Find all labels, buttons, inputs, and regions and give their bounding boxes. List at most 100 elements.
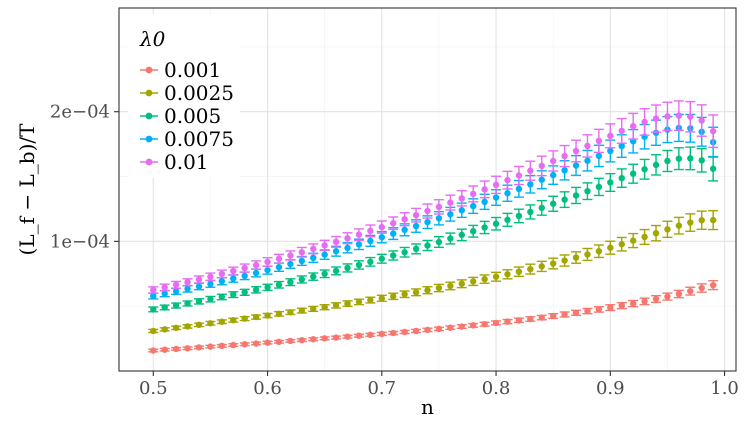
series-0.01 <box>148 100 719 294</box>
x-tick-label: 0.6 <box>253 378 282 399</box>
data-point <box>184 278 191 286</box>
data-point <box>412 211 420 219</box>
data-point <box>390 329 397 337</box>
data-point <box>584 187 591 195</box>
data-point <box>378 295 385 302</box>
data-point <box>709 127 717 135</box>
data-point <box>492 194 500 201</box>
data-point <box>310 305 317 313</box>
data-point <box>172 345 180 353</box>
data-point <box>150 347 157 354</box>
y-tick-label: 1e−04 <box>50 231 110 252</box>
data-point <box>207 295 214 303</box>
data-point <box>629 170 637 177</box>
data-point <box>664 157 671 165</box>
data-point <box>675 155 683 162</box>
data-point <box>241 264 248 272</box>
data-point <box>150 292 157 300</box>
data-point <box>412 327 420 335</box>
data-point <box>572 254 580 261</box>
data-point <box>504 190 511 197</box>
data-point <box>470 190 477 198</box>
data-point <box>241 289 248 296</box>
data-point <box>607 244 614 251</box>
data-point <box>470 202 477 210</box>
data-point <box>595 183 603 191</box>
data-point <box>447 235 454 242</box>
data-point <box>367 331 374 339</box>
data-point <box>230 316 237 324</box>
data-point <box>527 315 534 323</box>
data-point <box>492 273 500 280</box>
x-axis-title: n <box>421 395 434 419</box>
data-point <box>332 334 340 341</box>
data-point <box>687 287 694 295</box>
data-point <box>275 338 283 346</box>
x-tick-label: 0.9 <box>596 378 625 399</box>
data-point <box>424 207 431 215</box>
data-point <box>641 298 648 305</box>
data-point <box>458 195 465 202</box>
data-point <box>424 326 431 334</box>
data-point <box>492 181 500 189</box>
data-point <box>698 284 705 292</box>
data-point <box>447 199 454 206</box>
data-point <box>538 162 545 170</box>
data-point <box>332 302 340 309</box>
legend-item: 0.01 <box>140 150 209 174</box>
data-point <box>161 326 168 333</box>
data-point <box>561 167 568 174</box>
data-point <box>492 319 500 327</box>
data-point <box>344 235 351 242</box>
data-point <box>561 257 568 264</box>
legend-background <box>128 14 240 178</box>
legend-label: 0.0075 <box>164 127 234 151</box>
data-point <box>412 289 420 296</box>
data-point <box>572 309 580 316</box>
legend-label: 0.005 <box>164 104 221 128</box>
data-point <box>607 147 614 155</box>
data-point <box>595 137 603 145</box>
data-point <box>470 278 477 285</box>
data-point <box>698 117 705 124</box>
legend-key-point <box>145 89 153 97</box>
data-point <box>549 171 557 179</box>
data-point <box>264 266 271 274</box>
data-point <box>275 255 283 262</box>
data-point <box>252 261 260 269</box>
data-point <box>412 245 420 253</box>
data-point <box>652 295 660 303</box>
series-layer <box>148 100 719 354</box>
legend-item: 0.0025 <box>140 81 234 105</box>
legend-key-point <box>145 158 153 166</box>
data-point <box>458 231 465 239</box>
data-point <box>355 241 363 248</box>
data-point <box>629 300 637 307</box>
data-point <box>287 278 294 286</box>
data-point <box>447 324 454 331</box>
data-point <box>310 245 317 253</box>
data-point <box>275 310 283 318</box>
data-point <box>275 263 283 271</box>
data-point <box>378 223 385 231</box>
data-point <box>538 314 545 321</box>
data-point <box>344 244 351 252</box>
data-point <box>549 157 557 165</box>
data-point <box>401 328 408 336</box>
data-point <box>618 302 625 309</box>
data-point <box>264 339 271 346</box>
data-point <box>435 215 443 222</box>
data-point <box>458 207 465 214</box>
data-point <box>572 162 580 169</box>
data-point <box>241 272 248 280</box>
data-point <box>207 343 214 350</box>
data-point <box>287 252 294 259</box>
data-point <box>607 132 614 140</box>
data-point <box>321 335 328 342</box>
data-point <box>652 115 660 122</box>
data-point <box>675 222 683 229</box>
data-point <box>687 219 694 226</box>
data-point <box>515 172 523 179</box>
data-point <box>161 346 168 353</box>
